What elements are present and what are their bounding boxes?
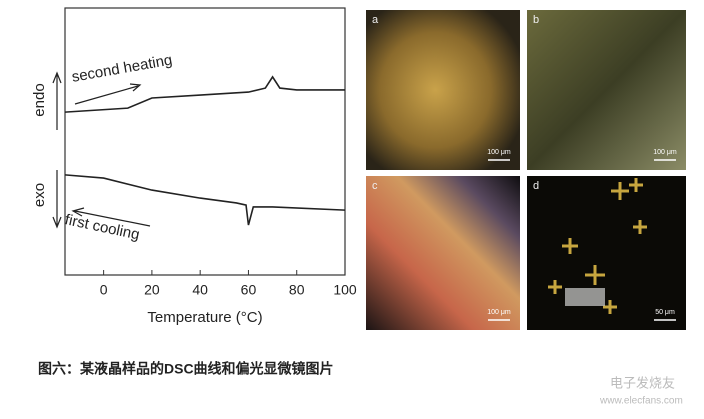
x-tick-label: 20 [144, 282, 160, 298]
maltese-crosses [548, 178, 647, 314]
panel-label: d [533, 180, 539, 192]
micrograph-a [366, 10, 520, 170]
micrograph-b [527, 10, 686, 170]
exo-label: exo [31, 183, 48, 207]
x-tick-label: 100 [333, 282, 357, 298]
x-tick-label: 40 [192, 282, 208, 298]
scale-label: 100 μm [487, 309, 511, 316]
scale-label: 100 μm [487, 149, 511, 156]
watermark: 电子发烧友 [610, 375, 675, 390]
panel-label: a [372, 14, 379, 26]
panel-label: c [372, 180, 378, 192]
endo-label: endo [31, 83, 48, 116]
annotation-arrows [52, 71, 151, 229]
x-tick-label: 80 [289, 282, 305, 298]
caption: 图六：某液晶样品的DSC曲线和偏光显微镜图片 [38, 361, 334, 377]
x-tick-label: 60 [241, 282, 257, 298]
plot-frame [64, 7, 346, 276]
heating-label: second heating [70, 51, 173, 85]
watermark-url: www.elecfans.com [599, 396, 683, 407]
blur [565, 288, 605, 306]
line-series [64, 75, 345, 113]
panel-label: b [533, 14, 539, 26]
micrograph-c [366, 176, 520, 330]
line-series [64, 174, 346, 226]
micrograph-d [527, 176, 686, 330]
scale-label: 100 μm [653, 149, 677, 156]
x-tick-label: 0 [100, 282, 108, 298]
scale-label: 50 μm [655, 309, 675, 316]
x-axis-title: Temperature (°C) [147, 309, 262, 326]
